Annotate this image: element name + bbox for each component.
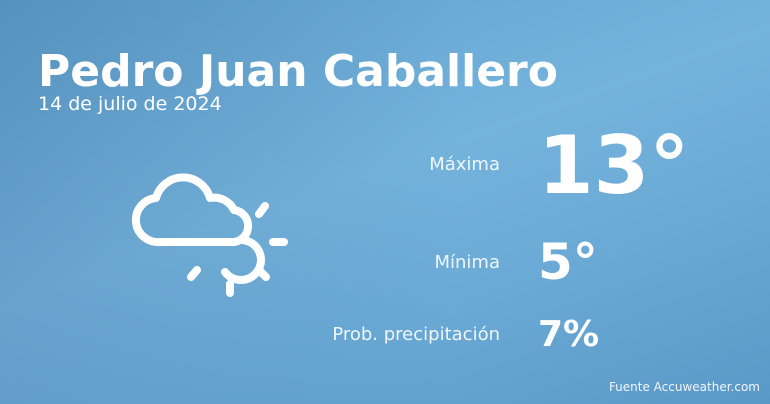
precip-label: Prob. precipitación [332,324,500,345]
min-value: 5° [538,233,598,291]
date-label: 14 de julio de 2024 [38,93,222,115]
max-value: 13° [538,119,690,212]
max-label: Máxima [429,154,500,175]
city-title: Pedro Juan Caballero [38,46,558,97]
min-label: Mínima [434,252,500,273]
precip-value: 7% [538,314,600,355]
cloud-sun-icon [131,173,288,297]
source-label: Fuente Accuweather.com [608,380,760,394]
